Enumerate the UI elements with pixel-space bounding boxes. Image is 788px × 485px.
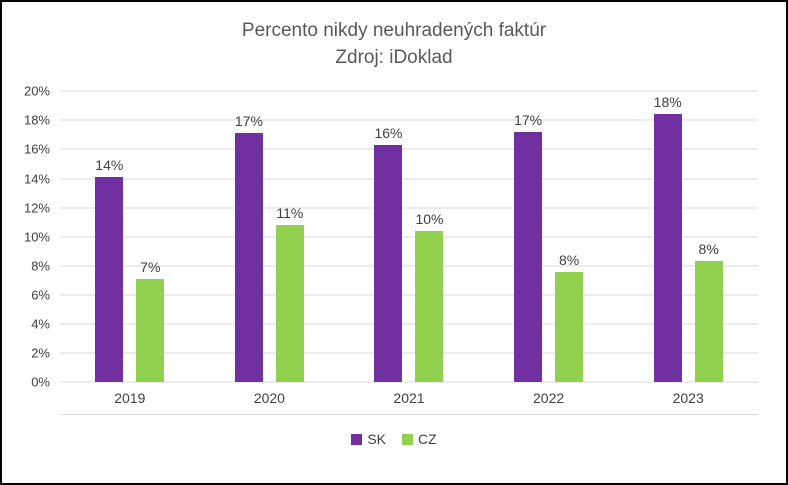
bar-sk: 14%: [95, 157, 123, 383]
legend-label: CZ: [418, 431, 437, 448]
x-axis-label: 2020: [253, 390, 285, 407]
chart-title-block: Percento nikdy neuhradených faktúr Zdroj…: [12, 18, 776, 71]
y-axis: 0% 2% 4% 6% 8% 10% 12% 14% 16% 18% 20%: [12, 85, 60, 389]
bar-group: 18% 8%: [618, 91, 758, 383]
y-tick-label: 14%: [23, 171, 50, 186]
x-axis-label: 2019: [114, 390, 146, 407]
bar-sk: 18%: [654, 94, 682, 383]
bar-value-label: 10%: [415, 210, 444, 227]
bar-value-label: 11%: [276, 205, 304, 222]
y-tick-label: 0%: [31, 374, 50, 390]
gridline: [60, 148, 758, 150]
bar-value-label: 8%: [558, 251, 580, 268]
legend-item-cz: CZ: [402, 431, 437, 447]
bar-sk: 17%: [514, 112, 542, 383]
bar-value-label: 14%: [95, 157, 124, 174]
legend-label: SK: [367, 431, 386, 448]
bar-sk: 17%: [235, 113, 263, 383]
y-tick-label: 6%: [31, 287, 50, 303]
gridline: [60, 352, 758, 354]
bar-value-label: 18%: [653, 94, 682, 111]
bar-value-label: 17%: [234, 113, 263, 130]
plot-area: 14% 7% 17% 11% 16% 10% 17% 8% 18% 8%: [60, 90, 758, 383]
gridline: [60, 294, 758, 296]
x-axis-label: 2021: [393, 390, 425, 407]
x-axis-label: 2023: [672, 390, 704, 407]
y-tick-label: 8%: [31, 258, 50, 274]
bar-value-label: 17%: [514, 111, 543, 128]
legend: SK CZ: [12, 431, 776, 447]
legend-swatch-cz: [402, 433, 413, 445]
gridline: [60, 236, 758, 238]
y-tick-label: 2%: [31, 345, 50, 361]
y-tick-label: 12%: [23, 200, 50, 216]
gridline: [60, 90, 758, 92]
gridline: [60, 323, 758, 325]
y-tick-label: 20%: [23, 83, 50, 99]
bar-value-label: 16%: [374, 125, 403, 142]
legend-item-sk: SK: [351, 431, 386, 447]
y-tick-label: 16%: [23, 141, 50, 157]
bar-groups: 14% 7% 17% 11% 16% 10% 17% 8% 18% 8%: [60, 91, 758, 383]
gridline: [60, 207, 758, 209]
chart-subtitle: Zdroj: iDoklad: [335, 46, 453, 68]
bar-group: 14% 7%: [60, 91, 200, 383]
bar-group: 16% 10%: [339, 91, 479, 383]
gridline: [60, 265, 758, 267]
bar-value-label: 8%: [698, 241, 719, 258]
plot-column: 14% 7% 17% 11% 16% 10% 17% 8% 18% 8% 2019 2020 2021…: [60, 90, 758, 416]
bar-cz: 8%: [694, 241, 723, 383]
bar-value-label: 7%: [140, 258, 161, 275]
gridline: [60, 119, 758, 121]
bar-cz: 8%: [555, 252, 584, 383]
y-tick-label: 4%: [31, 316, 50, 332]
bar-sk: 16%: [374, 125, 403, 383]
y-tick-label: 18%: [23, 112, 50, 128]
legend-swatch-sk: [351, 433, 363, 445]
bar-cz: 10%: [415, 211, 444, 383]
bar-cz: 11%: [275, 205, 304, 383]
bar-group: 17% 11%: [200, 91, 340, 383]
bar-group: 17% 8%: [479, 91, 619, 383]
gridline: [60, 178, 758, 179]
x-axis-label: 2022: [533, 390, 565, 407]
bar-cz: 7%: [136, 259, 165, 383]
chart-body: 0% 2% 4% 6% 8% 10% 12% 14% 16% 18% 20% 14% 7% 17% 11%…: [12, 85, 776, 416]
x-axis-labels: 2019 2020 2021 2022 2023: [60, 382, 758, 416]
y-tick-label: 10%: [23, 229, 50, 245]
gridline: [60, 381, 758, 383]
chart-title: Percento nikdy neuhradených faktúr: [241, 20, 547, 41]
